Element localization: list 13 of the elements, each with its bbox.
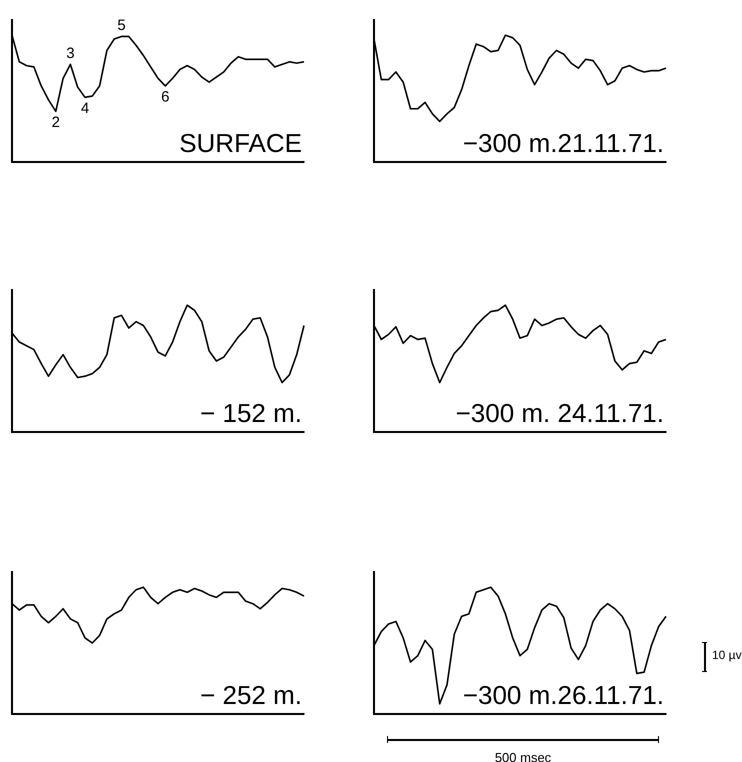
text: −300 m.21.11.71. [462, 128, 664, 158]
text: − 252 m. [200, 680, 302, 710]
annotation: 4 [80, 100, 90, 117]
annotation: 3 [66, 45, 75, 62]
text: SURFACE [179, 128, 302, 158]
text: 500 msec [494, 750, 552, 762]
annotation: 5 [117, 17, 126, 34]
annotation: 2 [52, 114, 60, 131]
text: − 152 m. [200, 398, 302, 428]
text: −300 m. 24.11.71. [456, 398, 664, 428]
annotation: 6 [161, 88, 170, 106]
text: −300 m.26.11.71. [462, 680, 664, 710]
text: 10 µv [712, 648, 742, 662]
